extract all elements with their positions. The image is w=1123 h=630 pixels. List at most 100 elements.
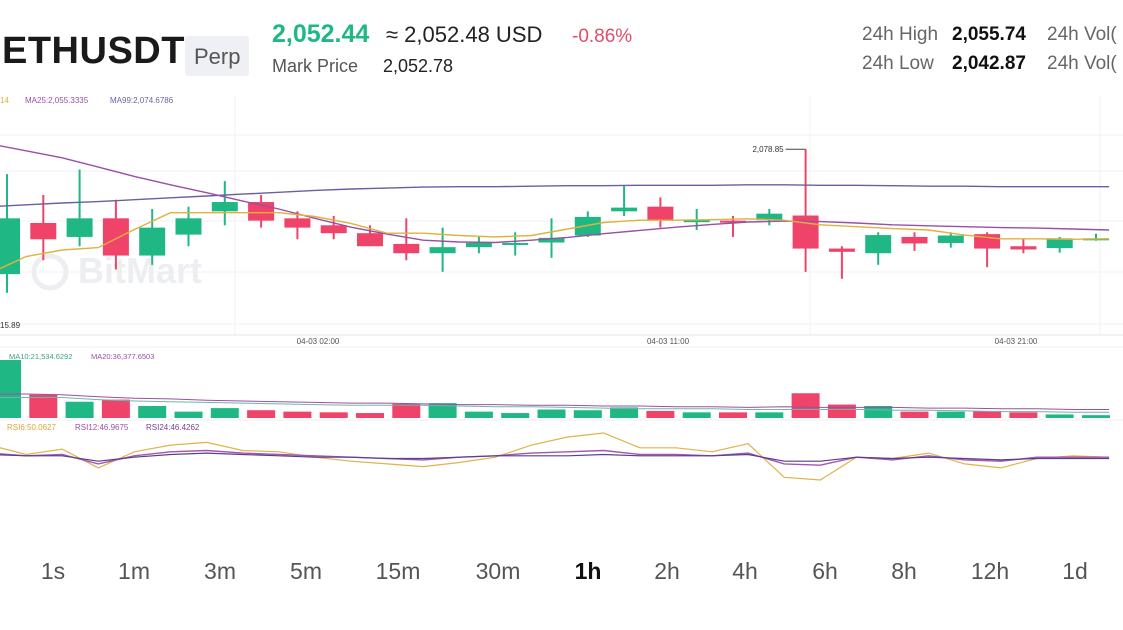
volume-bar: [1045, 414, 1074, 418]
mark-price-value: 2,052.78: [383, 56, 454, 76]
symbol-name[interactable]: ETHUSDT: [2, 30, 185, 72]
last-price: 2,052.44: [272, 20, 370, 48]
vol-ma10-label: MA10:21,534.6292: [9, 352, 72, 361]
volume-bar: [646, 410, 675, 418]
volume-bar: [973, 410, 1002, 418]
candle[interactable]: [139, 209, 166, 265]
candle[interactable]: [647, 197, 674, 228]
timeframe-6h[interactable]: 6h: [812, 558, 838, 584]
ma7-line: [0, 211, 1110, 270]
timeframe-12h[interactable]: 12h: [970, 558, 1010, 584]
rsi12-label: RSI12:46.9675: [75, 423, 129, 432]
candle[interactable]: [0, 174, 20, 293]
volume-bar: [247, 410, 276, 418]
volume-bar: [283, 411, 312, 418]
x-tick-label: 04-03 02:00: [297, 337, 340, 346]
timeframe-selector: 1s 1m 3m 5m 15m 30m 1h 2h 4h 6h 8h 12h 1d: [0, 548, 1123, 598]
volume-bar: [791, 393, 820, 418]
volume-bar: [864, 405, 893, 418]
candle[interactable]: [937, 232, 964, 248]
timeframe-30m[interactable]: 30m: [475, 558, 521, 584]
watermark-logo-icon: [31, 253, 69, 291]
volume-bar: [682, 412, 711, 418]
contract-type-badge: Perp: [185, 36, 250, 76]
volume-ma20-line: [0, 393, 1110, 410]
change-percent: -0.86%: [572, 26, 633, 47]
volume-bar: [501, 413, 530, 418]
price-chart[interactable]: BitMart 14 MA25:2,055.3335 MA99:2,074.67…: [0, 95, 1123, 545]
timeframe-5m[interactable]: 5m: [290, 558, 322, 584]
volume-bar: [1082, 415, 1110, 418]
low-24h-value: 2,042.87: [952, 53, 1026, 74]
usd-equivalent: ≈ 2,052.48 USD: [386, 22, 543, 47]
candle[interactable]: [393, 218, 420, 261]
candle[interactable]: [828, 246, 855, 279]
watermark: BitMart: [78, 250, 202, 291]
candle[interactable]: [248, 195, 275, 228]
high-24h-label: 24h High: [862, 24, 939, 45]
timeframe-2h[interactable]: 2h: [654, 558, 680, 584]
volume-bar: [610, 407, 639, 418]
low-24h-label: 24h Low: [862, 53, 934, 74]
rsi12-line: [0, 449, 1110, 466]
volume-bar: [537, 409, 566, 418]
rsi24-label: RSI24:46.4262: [146, 423, 200, 432]
candle[interactable]: [284, 211, 311, 240]
rsi6-label: RSI6:50.0627: [7, 423, 56, 432]
x-axis-ticks: 04-03 02:00 04-03 11:00 04-03 21:00: [297, 337, 1038, 346]
timeframe-3m[interactable]: 3m: [204, 558, 236, 584]
volume-bar: [464, 411, 493, 418]
candle[interactable]: [465, 236, 492, 254]
high-24h-value: 2,055.74: [952, 24, 1026, 45]
volume-bar: [0, 360, 21, 418]
volume-bar: [29, 394, 58, 418]
candle[interactable]: [611, 185, 638, 216]
vol-24h-label-2: 24h Vol(: [1047, 53, 1117, 74]
timeframe-1h[interactable]: 1h: [574, 558, 602, 584]
volume-ma10-line: [0, 397, 1110, 413]
volume-bar: [755, 412, 784, 418]
candle[interactable]: [66, 169, 93, 247]
candle[interactable]: [574, 211, 601, 237]
timeframe-8h[interactable]: 8h: [891, 558, 917, 584]
high-annotation-text: 2,078.85: [752, 145, 784, 154]
rsi24-line: [0, 452, 1110, 462]
volume-bar: [573, 410, 602, 418]
mark-price-label: Mark Price: [272, 56, 359, 76]
candle[interactable]: [211, 181, 238, 226]
volume-bar: [138, 405, 167, 418]
vol-24h-label: 24h Vol(: [1047, 24, 1117, 45]
volume-bar: [65, 401, 94, 418]
timeframe-15m[interactable]: 15m: [375, 558, 421, 584]
ma7-indicator-label: 14: [0, 96, 9, 105]
candle[interactable]: [756, 209, 783, 226]
timeframe-1d[interactable]: 1d: [1062, 558, 1088, 584]
candle[interactable]: [30, 195, 57, 261]
volume-bar: [719, 412, 747, 418]
volume-bar: [827, 404, 856, 418]
ma25-indicator-label: MA25:2,055.3335: [25, 96, 89, 105]
candle[interactable]: [865, 232, 892, 265]
volume-bar: [210, 408, 239, 418]
ma99-indicator-label: MA99:2,074.6786: [110, 96, 174, 105]
volume-bar: [392, 403, 421, 418]
timeframe-4h[interactable]: 4h: [732, 558, 758, 584]
candle[interactable]: [102, 199, 129, 270]
ma25-line: [0, 145, 1110, 244]
volume-bar: [319, 412, 348, 418]
volume-bar: [356, 413, 384, 418]
rsi-series: [0, 432, 1110, 481]
x-tick-label: 04-03 21:00: [995, 337, 1038, 346]
ma99-line: [0, 184, 1110, 207]
vol-ma20-label: MA20:36,377.6503: [91, 352, 154, 361]
timeframe-1s[interactable]: 1s: [40, 558, 66, 584]
candle[interactable]: [901, 232, 928, 251]
volume-bar: [936, 411, 965, 418]
timeframe-1m[interactable]: 1m: [118, 558, 150, 584]
high-annotation: 2,078.85: [752, 145, 806, 154]
candle[interactable]: [792, 149, 819, 272]
candle-series[interactable]: [0, 149, 1109, 293]
candle[interactable]: [1010, 239, 1037, 254]
rsi6-line: [0, 432, 1110, 481]
volume-bar: [900, 411, 929, 418]
